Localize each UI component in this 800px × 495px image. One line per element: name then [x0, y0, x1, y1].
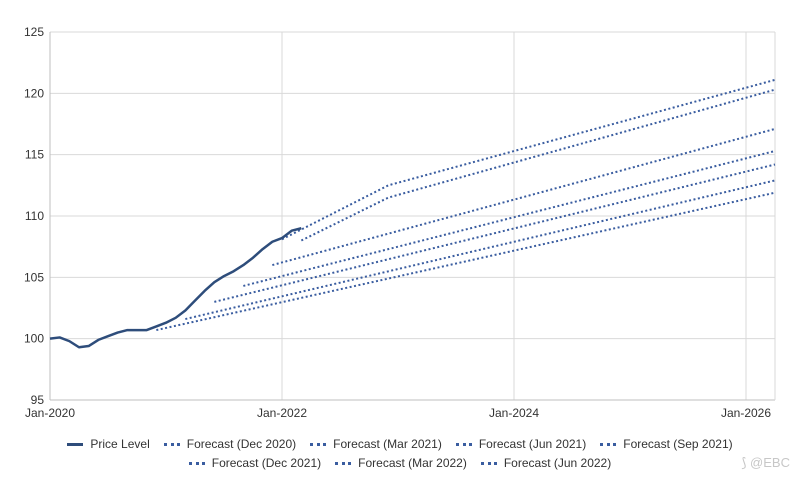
series-forecast-dec-2020 [156, 191, 776, 332]
legend-item-forecast-jun-2021: Forecast (Jun 2021) [455, 437, 586, 451]
legend-item-forecast-jun-2022: Forecast (Jun 2022) [480, 456, 611, 470]
series-forecast-mar-2022 [300, 88, 776, 242]
grid-lines [49, 31, 775, 401]
legend-item-forecast-mar-2021: Forecast (Mar 2021) [310, 437, 442, 451]
y-tick-label: 105 [24, 270, 44, 284]
x-tick-label: Jan-2022 [257, 406, 307, 420]
legend-swatch-dotted [163, 442, 180, 446]
series-forecast-jun-2022 [281, 78, 776, 241]
legend-swatch-dotted [455, 442, 472, 446]
series-forecast-dec-2021 [272, 127, 776, 267]
legend-item-forecast-dec-2021: Forecast (Dec 2021) [188, 456, 321, 470]
legend-swatch-dotted [480, 461, 497, 465]
series-forecast-jun-2021 [214, 163, 776, 303]
legend-item-forecast-sep-2021: Forecast (Sep 2021) [600, 437, 733, 451]
x-tick-label: Jan-2024 [489, 406, 539, 420]
y-tick-label: 100 [24, 332, 44, 346]
x-tick-label: Jan-2026 [721, 406, 771, 420]
series-forecast-mar-2021 [185, 179, 776, 321]
legend-swatch-solid [67, 442, 84, 446]
series-forecast-sep-2021 [243, 150, 776, 287]
y-tick-label: 120 [24, 86, 44, 100]
line-chart: 95 100 105 110 115 120 125 Jan-2020 Jan-2022 Jan-… [24, 25, 776, 420]
series-price-level [49, 227, 302, 349]
y-tick-label: 110 [25, 209, 44, 223]
legend-item-forecast-mar-2022: Forecast (Mar 2022) [335, 456, 467, 470]
y-tick-label: 95 [31, 393, 45, 407]
y-tick-label: 125 [24, 25, 44, 39]
legend-swatch-dotted [600, 442, 617, 446]
y-tick-label: 115 [25, 148, 44, 162]
legend-swatch-dotted [335, 461, 352, 465]
legend-swatch-dotted [310, 442, 327, 446]
legend-swatch-dotted [188, 461, 205, 465]
legend-item-price-level: Price Level [67, 437, 150, 451]
tick-labels: 95 100 105 110 115 120 125 Jan-2020 Jan-2022 Jan-… [24, 25, 771, 420]
x-tick-label: Jan-2020 [25, 406, 75, 420]
legend-item-forecast-dec-2020: Forecast (Dec 2020) [163, 437, 296, 451]
legend-row-2: Forecast (Dec 2021) Forecast (Mar 2022) … [0, 456, 800, 470]
series-layer [49, 78, 776, 349]
legend-row-1: Price Level Forecast (Dec 2020) Forecast… [0, 437, 800, 451]
watermark: ⟆ @EBC [741, 455, 790, 470]
